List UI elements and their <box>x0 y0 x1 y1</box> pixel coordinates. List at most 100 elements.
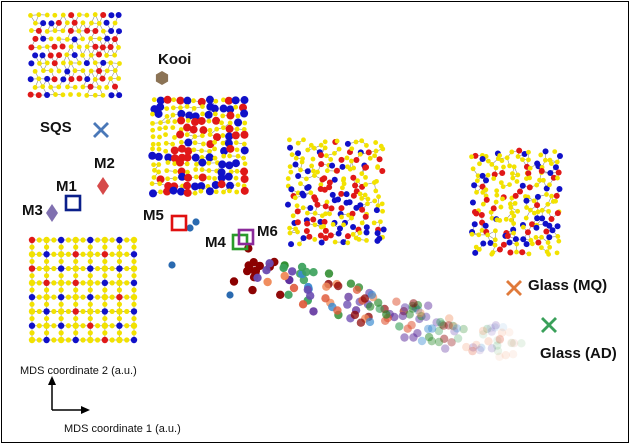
atom <box>476 247 482 252</box>
atom <box>553 198 558 204</box>
atom <box>540 177 546 183</box>
atom <box>480 201 486 207</box>
atom <box>206 118 212 124</box>
atom <box>35 27 42 34</box>
atom <box>104 85 110 90</box>
glass_ad-marker <box>541 317 557 333</box>
atom <box>116 244 123 250</box>
atom <box>116 251 123 258</box>
atom <box>84 27 91 34</box>
atom <box>495 156 501 162</box>
atom <box>552 164 559 171</box>
trajectory-point <box>507 338 517 348</box>
trajectory-point <box>493 341 502 350</box>
atom <box>80 265 86 272</box>
atom <box>349 210 356 217</box>
atom <box>315 169 320 175</box>
atom <box>511 230 516 236</box>
atom <box>80 251 86 257</box>
trajectory-point <box>517 339 526 348</box>
atom <box>310 216 317 223</box>
atom <box>293 155 299 161</box>
atom <box>28 308 36 315</box>
atom <box>68 76 75 83</box>
atom <box>116 336 123 344</box>
atom <box>352 182 359 189</box>
atom <box>104 68 110 74</box>
trajectory-point <box>444 321 453 330</box>
trajectory-point <box>440 334 449 343</box>
trajectory-point <box>495 335 505 344</box>
atom <box>321 175 328 182</box>
atom <box>547 244 553 250</box>
atom <box>476 232 482 238</box>
atom <box>40 20 47 27</box>
atom <box>64 20 70 26</box>
atom <box>199 133 205 139</box>
atom <box>169 186 178 195</box>
atom <box>104 53 110 58</box>
atom <box>51 76 58 83</box>
atom <box>372 198 378 204</box>
trajectory-point <box>356 318 366 327</box>
trajectory-point <box>253 273 262 282</box>
atom <box>300 192 307 199</box>
atom <box>27 91 34 98</box>
atom <box>57 265 65 272</box>
atom <box>43 322 50 329</box>
atom <box>51 280 57 286</box>
trajectory-point <box>279 263 288 273</box>
atom <box>108 12 115 19</box>
atom <box>378 219 383 225</box>
atom <box>511 221 517 226</box>
trajectory-point <box>417 336 427 346</box>
atom <box>332 239 338 245</box>
atom <box>109 294 115 300</box>
atom <box>87 265 94 272</box>
atom <box>380 208 385 214</box>
atom <box>213 98 219 104</box>
atom <box>526 251 532 257</box>
atom <box>112 68 118 73</box>
atom <box>28 251 36 258</box>
trajectory-point <box>284 290 293 299</box>
trajectory-point <box>424 332 434 342</box>
atom <box>124 237 130 243</box>
atom <box>94 251 101 257</box>
atom <box>314 201 321 208</box>
atom <box>185 118 191 123</box>
atom <box>330 221 336 227</box>
atom <box>116 287 123 293</box>
trajectory-point <box>350 310 360 320</box>
m5-label: M5 <box>143 207 164 224</box>
atom <box>178 144 187 153</box>
atom <box>94 237 101 243</box>
atom <box>150 111 155 117</box>
atom <box>56 68 62 74</box>
atom <box>36 12 42 18</box>
atom <box>64 68 71 75</box>
atom <box>240 146 249 155</box>
atom <box>64 36 70 42</box>
atom <box>241 141 247 147</box>
atom <box>240 175 249 184</box>
atom <box>65 337 72 343</box>
trajectory-point <box>493 346 503 356</box>
atom <box>504 155 510 161</box>
atom <box>87 258 93 265</box>
atom <box>154 109 163 118</box>
atom <box>343 199 350 206</box>
atom <box>217 180 226 189</box>
atom <box>96 68 103 75</box>
glass_ad-label: Glass (AD) <box>540 345 617 362</box>
atom <box>87 308 94 315</box>
atom <box>28 279 36 287</box>
atom <box>524 229 531 236</box>
atom <box>108 92 115 99</box>
atom <box>322 139 328 145</box>
atom <box>170 112 176 118</box>
atom <box>39 52 46 59</box>
atom <box>156 162 162 167</box>
atom <box>116 258 123 265</box>
atom <box>234 168 240 174</box>
